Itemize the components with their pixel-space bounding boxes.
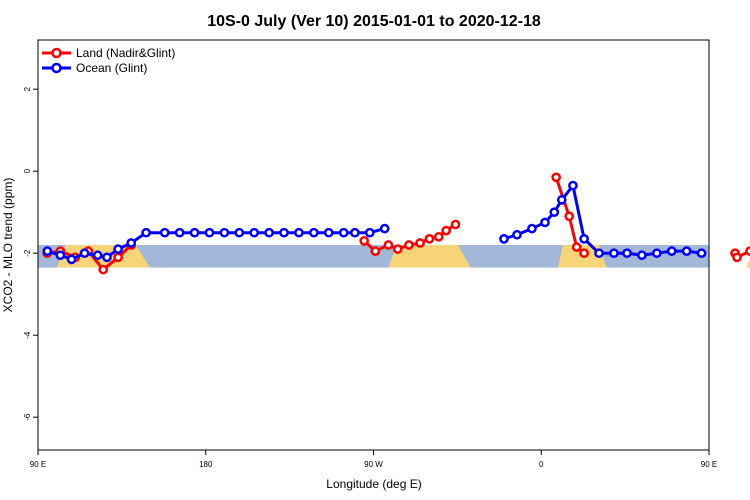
data-point (294, 227, 304, 238)
data-point (309, 227, 319, 238)
data-point (433, 231, 444, 242)
data-point (651, 248, 662, 259)
data-point (622, 248, 632, 259)
data-point (174, 227, 185, 238)
y-tick-label: 2 (23, 86, 32, 91)
legend-entry: Land (Nadir&Glint) (76, 46, 175, 60)
x-tick-label: 0 (539, 460, 544, 469)
data-point (55, 250, 66, 261)
data-point (415, 238, 425, 248)
data-point (42, 246, 53, 256)
data-point (66, 254, 77, 265)
data-point (234, 227, 245, 238)
data-point (249, 227, 260, 238)
data-point (392, 244, 403, 254)
data-point (571, 242, 582, 252)
data-point (681, 246, 692, 256)
data-point (696, 248, 707, 259)
data-point (732, 252, 742, 263)
data-point (666, 246, 677, 256)
chart-title: 10S-0 July (Ver 10) 2015-01-01 to 2020-1… (207, 13, 541, 30)
data-point (579, 248, 589, 259)
x-axis: 90 E 180 90 W 0 90 E (30, 450, 717, 469)
data-point (113, 244, 123, 254)
data-point (441, 225, 452, 236)
land-region (746, 258, 750, 268)
data-point (204, 227, 215, 238)
data-point (364, 227, 375, 238)
data-point (219, 227, 230, 238)
data-point (359, 236, 370, 246)
data-point (323, 227, 334, 238)
data-point (512, 229, 522, 240)
data-point (540, 217, 550, 228)
data-point (159, 227, 170, 238)
data-point (379, 223, 390, 234)
data-point (450, 219, 461, 230)
x-tick-label: 90 E (701, 460, 717, 469)
data-point (424, 234, 435, 244)
y-tick-label: 0 (23, 168, 32, 173)
data-point (279, 227, 289, 238)
data-point (102, 252, 112, 263)
x-tick-label: 180 (199, 460, 213, 469)
data-point (499, 234, 509, 244)
land-region (388, 245, 471, 268)
legend-marker (51, 47, 62, 59)
y-tick-label: -6 (23, 413, 32, 421)
data-point (637, 250, 647, 261)
data-point (579, 234, 589, 244)
y-axis-label: XCO2 - MLO trend (ppm) (1, 178, 15, 313)
series-layer (42, 172, 750, 275)
data-point (338, 227, 349, 238)
y-tick-label: -2 (23, 249, 32, 257)
x-tick-label: 90 W (364, 460, 383, 469)
data-point (549, 207, 560, 218)
data-point (556, 195, 567, 205)
data-point (92, 250, 103, 261)
data-point (189, 227, 200, 238)
data-point (564, 211, 575, 222)
data-point (350, 227, 360, 238)
data-point (79, 248, 90, 259)
data-point (551, 172, 562, 183)
data-point (609, 248, 619, 259)
series-line (503, 184, 702, 257)
data-point (383, 240, 394, 250)
data-point (745, 246, 750, 256)
data-point (126, 238, 137, 248)
data-point (113, 252, 123, 263)
data-point (527, 223, 537, 234)
data-point (141, 227, 151, 238)
x-axis-label: Longitude (deg E) (326, 477, 421, 491)
data-point (98, 264, 109, 275)
legend: Land (Nadir&Glint)Ocean (Glint) (42, 46, 175, 75)
legend-marker (51, 62, 62, 74)
data-point (264, 227, 274, 238)
x-tick-label: 90 E (30, 460, 46, 469)
series-ocean (42, 180, 707, 265)
legend-entry: Ocean (Glint) (76, 61, 147, 75)
data-point (404, 240, 414, 250)
y-tick-label: -4 (23, 331, 32, 339)
ocean-band (38, 245, 709, 268)
data-point (594, 248, 604, 259)
data-point (568, 180, 578, 191)
data-point (370, 246, 381, 256)
y-axis: 2 0 -2 -4 -6 (23, 86, 38, 421)
